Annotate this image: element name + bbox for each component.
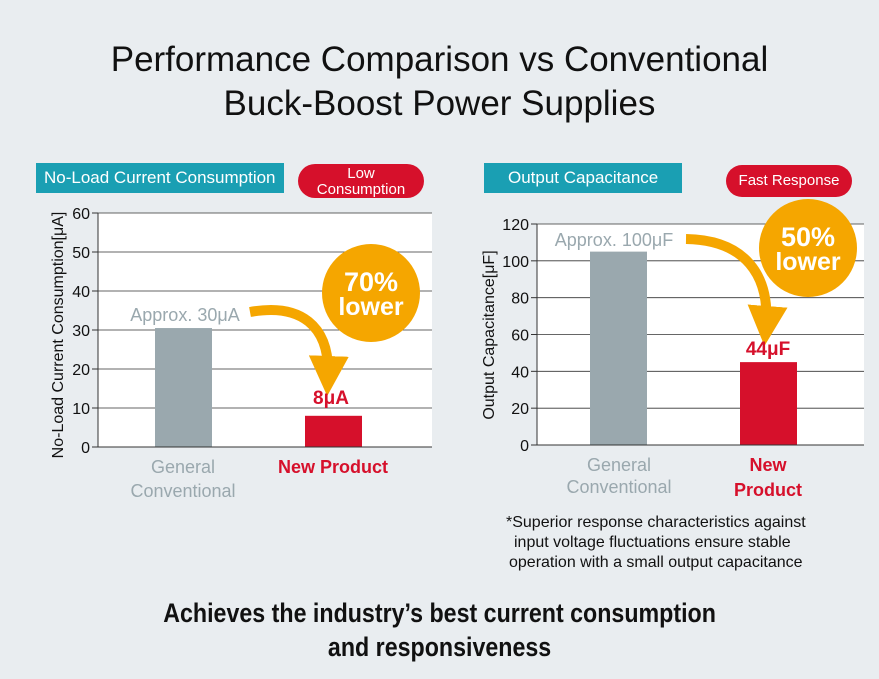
left-bar-label-conventional: Approx. 30μA	[130, 305, 239, 325]
right-y-tick-label: 100	[502, 254, 529, 271]
left-y-tick-label: 20	[72, 362, 90, 379]
right-reduction-arrow	[685, 234, 788, 346]
right-y-tick-label: 60	[511, 328, 529, 345]
right-y-tick-label: 80	[511, 291, 529, 308]
right-panel-badge: Fast Response	[726, 165, 852, 197]
bottom-line-1: Achieves the industry’s best current con…	[163, 598, 716, 628]
right-category-new-line-2: Product	[734, 480, 802, 500]
bottom-statement: Achieves the industry’s best current con…	[62, 596, 818, 664]
left-y-tick-label: 50	[72, 245, 90, 262]
left-bar-conventional	[155, 328, 212, 447]
left-reduction-arrow	[249, 305, 349, 396]
right-callout-lower: lower	[775, 248, 841, 276]
footnote-line-3: operation with a small output capacitanc…	[509, 554, 803, 571]
right-bar-conventional	[590, 251, 647, 445]
left-y-tick-label: 10	[72, 401, 90, 418]
right-chart: 0 20 40 60 80 100 120 Output Capacitance[μF] A…	[481, 199, 864, 500]
left-bar-new-product	[305, 415, 362, 447]
left-y-tick-label: 30	[72, 323, 90, 340]
right-y-tick-label: 0	[520, 438, 529, 455]
left-callout-circle	[322, 244, 420, 342]
left-callout-lower: lower	[338, 293, 404, 321]
left-y-tick-label: 0	[81, 440, 90, 457]
page-title: Performance Comparison vs Conventional B…	[0, 38, 879, 126]
right-category-conventional-line-1: General	[587, 455, 651, 475]
right-bar-label-conventional: Approx. 100μF	[555, 230, 673, 250]
right-y-axis-label: Output Capacitance[μF]	[481, 250, 498, 419]
left-y-tick-label: 60	[72, 206, 90, 223]
left-panel-badge: Low Consumption	[298, 164, 424, 198]
left-badge-line-1: Low	[347, 165, 375, 182]
left-badge-line-2: Consumption	[316, 181, 406, 198]
left-category-new: New Product	[278, 457, 388, 477]
left-bar-label-new: 8μA	[313, 388, 349, 409]
left-category-conventional-line-1: General	[151, 457, 215, 477]
footnote-line-2: input voltage fluctuations ensure stable	[514, 534, 791, 551]
right-bar-new-product	[740, 362, 797, 445]
left-callout-percent: 70%	[344, 267, 398, 297]
right-panel-header: Output Capacitance	[484, 163, 683, 193]
right-bar-label-new: 44μF	[746, 339, 790, 360]
left-category-conventional-line-2: Conventional	[130, 481, 235, 501]
left-chart: 0 10 20 30 40 50 60 No-Load Current Consumptio…	[50, 206, 432, 501]
title-line-2: Buck-Boost Power Supplies	[223, 84, 656, 123]
right-callout-percent: 50%	[781, 222, 835, 252]
bottom-line-2: and responsiveness	[327, 632, 552, 662]
title-line-1: Performance Comparison vs Conventional	[110, 40, 769, 79]
right-category-conventional-line-2: Conventional	[566, 477, 671, 497]
left-y-tick-label: 40	[72, 284, 90, 301]
right-category-new-line-1: New	[749, 455, 787, 475]
left-y-axis-label: No-Load Current Consumption[μA]	[50, 212, 67, 459]
right-y-tick-label: 20	[511, 401, 529, 418]
left-panel-header: No-Load Current Consumption	[36, 163, 284, 193]
right-y-tick-label: 120	[502, 217, 529, 234]
right-callout-circle	[759, 199, 857, 297]
right-y-tick-label: 40	[511, 364, 529, 381]
footnote-line-1: *Superior response characteristics again…	[506, 514, 806, 531]
footnote: *Superior response characteristics again…	[506, 513, 866, 573]
